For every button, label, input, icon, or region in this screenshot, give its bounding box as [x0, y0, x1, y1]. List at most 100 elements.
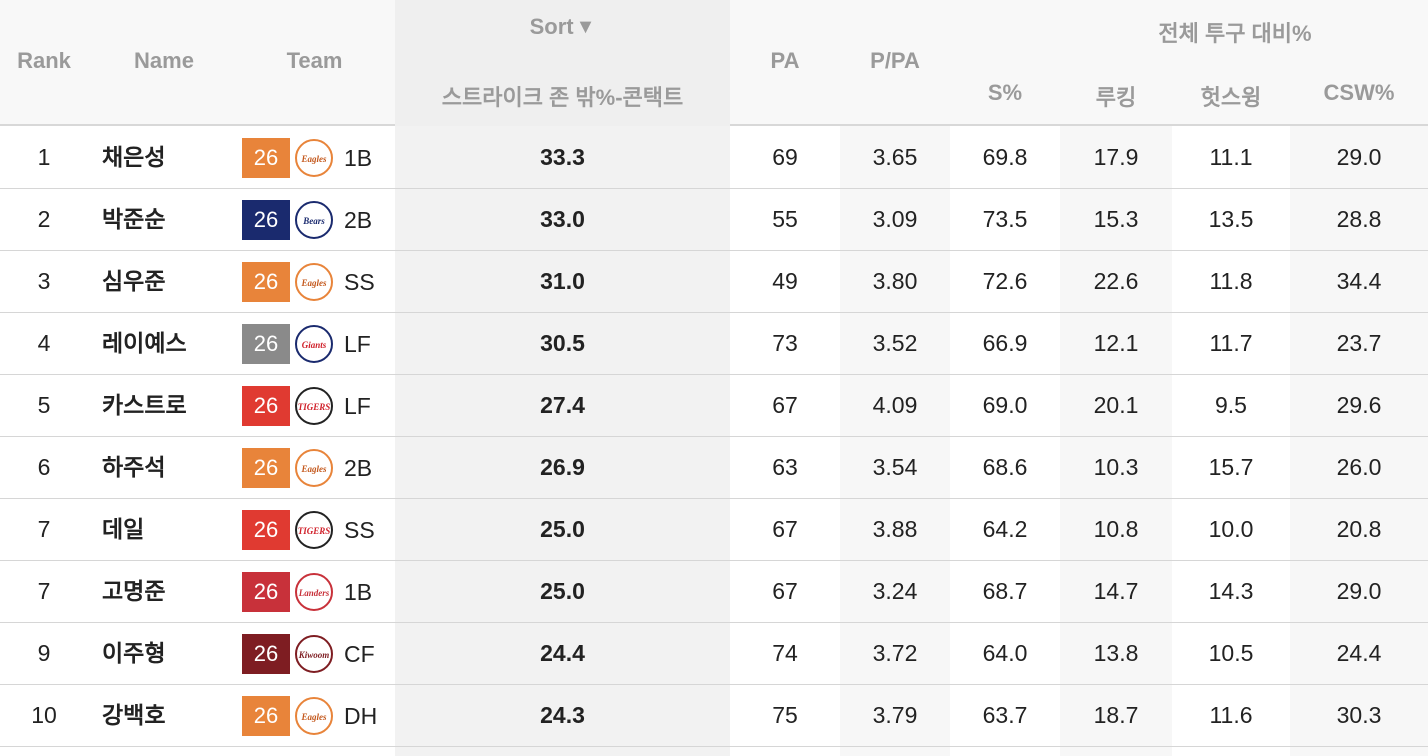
looking-cell: 10.3 — [1093, 454, 1139, 480]
ppa-cell: 3.88 — [872, 516, 918, 542]
name-header[interactable]: Name — [134, 48, 194, 73]
whiff-cell: 10.5 — [1208, 640, 1254, 666]
ppa-cell: 3.24 — [872, 578, 918, 604]
metric-header-bg — [395, 0, 730, 126]
rank-cell: 3 — [37, 268, 51, 294]
svg-text:TIGERS: TIGERS — [298, 402, 331, 412]
season-badge: 26 — [242, 324, 290, 364]
metric-cell: 25.0 — [540, 578, 585, 604]
season-badge: 26 — [242, 138, 290, 178]
season-badge: 26 — [242, 634, 290, 674]
s-pct-cell: 73.5 — [982, 206, 1028, 232]
player-name-link[interactable]: 고명준 — [102, 578, 166, 604]
season-badge: 26 — [242, 510, 290, 550]
heroes-logo: Kiwoom — [295, 635, 333, 673]
eagles-logo: Eagles — [295, 139, 333, 177]
looking-cell: 10.8 — [1093, 516, 1139, 542]
position-label: SS — [344, 269, 375, 295]
season-badge: 26 — [242, 448, 290, 488]
player-name-link[interactable]: 카스트로 — [102, 392, 187, 418]
player-name-link[interactable]: 채은성 — [102, 144, 166, 170]
eagles-logo: Eagles — [295, 263, 333, 301]
table-row[interactable]: 1 채은성 26 Eagles 1B 33.3 69 3.65 69.8 17.9 11.1 29.0 — [0, 127, 1428, 189]
metric-cell: 31.0 — [540, 268, 585, 294]
table-row[interactable]: 4 레이예스 26 Giants LF 30.5 73 3.52 66.9 12.1 11.7 23.… — [0, 313, 1428, 375]
table-row[interactable]: 10 강백호 26 Eagles DH 24.3 75 3.79 63.7 18.7 11.6 30.… — [0, 685, 1428, 747]
looking-cell: 20.1 — [1093, 392, 1139, 418]
team-cell: 26 Eagles 1B — [242, 138, 372, 178]
s-pct-cell: 68.7 — [982, 578, 1028, 604]
looking-column-bg — [1060, 0, 1172, 756]
table-row[interactable]: 9 이주형 26 Kiwoom CF 24.4 74 3.72 64.0 13.8 10.5 24.4 — [0, 623, 1428, 685]
player-name-link[interactable]: 강백호 — [102, 702, 166, 728]
csw-cell: 20.8 — [1336, 516, 1382, 542]
table-row[interactable]: 6 하주석 26 Eagles 2B 26.9 63 3.54 68.6 10.3 15.7 26.0 — [0, 437, 1428, 499]
metric-cell: 27.4 — [540, 392, 585, 418]
pa-header[interactable]: PA — [770, 48, 800, 73]
whiff-cell: 11.1 — [1209, 144, 1253, 170]
svg-text:Landers: Landers — [298, 588, 330, 598]
table-row[interactable]: 7 고명준 26 Landers 1B 25.0 67 3.24 68.7 14.7 14.3 29.… — [0, 561, 1428, 623]
position-label: 2B — [344, 207, 373, 233]
player-name-link[interactable]: 데일 — [102, 516, 145, 542]
csw-header[interactable]: CSW% — [1323, 80, 1395, 105]
s-pct-cell: 63.7 — [982, 702, 1028, 728]
svg-text:Giants: Giants — [302, 340, 327, 350]
whiff-cell: 14.3 — [1208, 578, 1254, 604]
tigers-logo: TIGERS — [295, 387, 333, 425]
metric-header[interactable]: 스트라이크 존 밖%-콘택트 — [441, 85, 684, 110]
s-pct-header[interactable]: S% — [987, 80, 1023, 105]
player-name-link[interactable]: 레이예스 — [102, 330, 187, 356]
ppa-cell: 3.54 — [872, 454, 918, 480]
looking-cell: 14.7 — [1093, 578, 1139, 604]
player-name-link[interactable]: 박준순 — [102, 206, 166, 232]
season-badge: 26 — [242, 386, 290, 426]
rank-cell: 2 — [37, 206, 51, 232]
whiff-header[interactable]: 헛스윙 — [1200, 85, 1262, 110]
pa-cell: 73 — [772, 330, 798, 356]
pa-cell: 67 — [772, 516, 798, 542]
whiff-cell: 13.5 — [1208, 206, 1254, 232]
svg-text:Eagles: Eagles — [300, 464, 326, 474]
team-cell: 26 Giants LF — [242, 324, 371, 364]
rank-header[interactable]: Rank — [17, 48, 71, 73]
team-cell: 26 Landers 1B — [242, 572, 372, 612]
table-row[interactable]: 5 카스트로 26 TIGERS LF 27.4 67 4.09 69.0 20.1 9.5 29.6 — [0, 375, 1428, 437]
csw-cell: 29.6 — [1336, 392, 1382, 418]
ppa-cell: 3.80 — [872, 268, 918, 294]
player-name-link[interactable]: 하주석 — [102, 454, 166, 480]
svg-text:Kiwoom: Kiwoom — [298, 650, 330, 660]
whiff-cell: 11.6 — [1209, 702, 1253, 728]
csw-cell: 34.4 — [1336, 268, 1382, 294]
pa-cell: 67 — [772, 392, 798, 418]
position-label: LF — [344, 393, 371, 419]
season-badge: 26 — [242, 696, 290, 736]
position-label: CF — [344, 641, 375, 667]
season-badge: 26 — [242, 572, 290, 612]
table-row[interactable]: 2 박준순 26 Bears 2B 33.0 55 3.09 73.5 15.3 13.5 28.8 — [0, 189, 1428, 251]
table-row[interactable]: 3 심우준 26 Eagles SS 31.0 49 3.80 72.6 22.6 11.8 34.4 — [0, 251, 1428, 313]
position-label: SS — [344, 517, 375, 543]
team-cell: 26 TIGERS LF — [242, 386, 371, 426]
svg-text:TIGERS: TIGERS — [298, 526, 331, 536]
looking-header[interactable]: 루킹 — [1095, 85, 1137, 110]
player-name-link[interactable]: 심우준 — [102, 268, 166, 294]
svg-text:Eagles: Eagles — [300, 278, 326, 288]
rank-cell: 1 — [37, 144, 51, 170]
pa-cell: 55 — [772, 206, 798, 232]
rank-cell: 5 — [37, 392, 51, 418]
table-row[interactable]: 7 데일 26 TIGERS SS 25.0 67 3.88 64.2 10.8 10.0 20.8 — [0, 499, 1428, 561]
team-header[interactable]: Team — [286, 48, 343, 73]
looking-cell: 18.7 — [1093, 702, 1139, 728]
csw-cell: 24.4 — [1336, 640, 1382, 666]
player-name-link[interactable]: 이주형 — [102, 640, 166, 666]
tigers-logo: TIGERS — [295, 511, 333, 549]
sort-control: Sort ▼ — [395, 14, 730, 40]
looking-cell: 22.6 — [1093, 268, 1139, 294]
ppa-header[interactable]: P/PA — [870, 48, 920, 73]
team-cell: 26 TIGERS SS — [242, 510, 375, 550]
csw-cell: 29.0 — [1336, 578, 1382, 604]
sort-button[interactable]: Sort ▼ — [530, 14, 596, 40]
position-label: 2B — [344, 455, 373, 481]
ppa-cell: 4.09 — [872, 392, 918, 418]
